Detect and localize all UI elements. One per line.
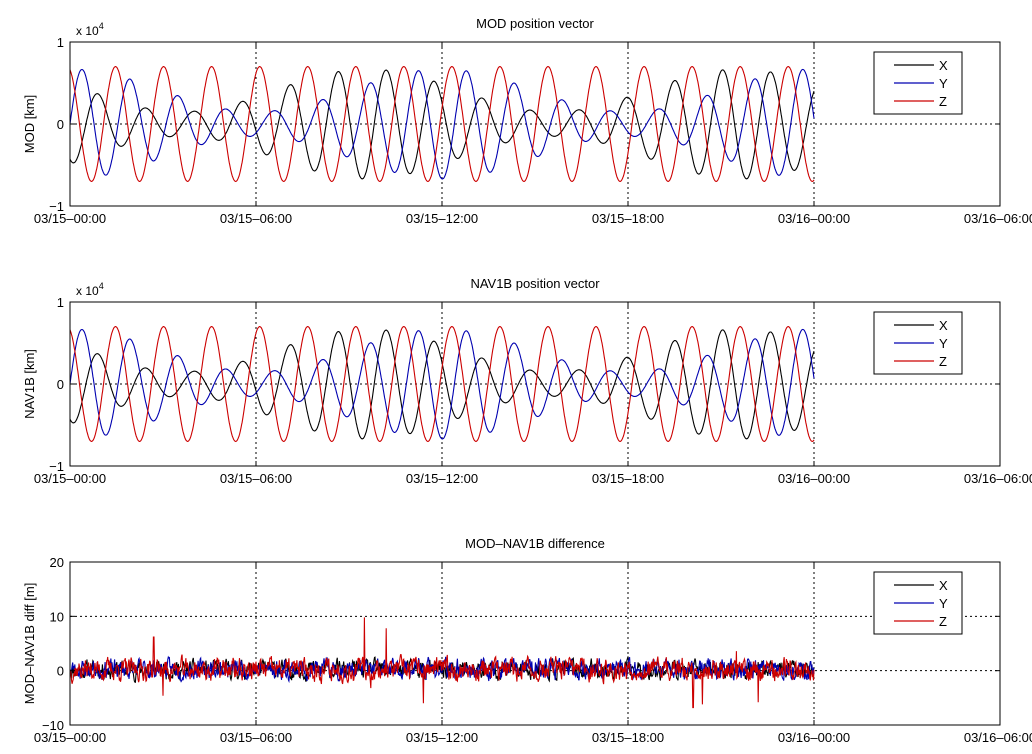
x-tick-label: 03/15–00:00 (34, 730, 106, 745)
legend: XYZ (873, 311, 963, 375)
x-tick-label: 03/16–06:00 (964, 471, 1032, 486)
x-tick-label: 03/15–18:00 (592, 730, 664, 745)
y-exponent-power: 4 (99, 21, 104, 31)
x-tick-label: 03/15–18:00 (592, 211, 664, 226)
plot-frame (69, 561, 1001, 726)
y-axis-label: NAV1B [km] (22, 349, 37, 419)
x-tick-label: 03/16–00:00 (778, 211, 850, 226)
y-tick-label: 0 (57, 117, 64, 132)
legend-label-y: Y (939, 336, 948, 351)
y-tick-label: −10 (42, 718, 64, 733)
y-exponent-label: x 104 (76, 21, 104, 38)
legend-label-y: Y (939, 596, 948, 611)
chart-title: NAV1B position vector (470, 276, 600, 291)
y-tick-label: 20 (50, 555, 64, 570)
y-tick-label: 1 (57, 35, 64, 50)
y-exponent-base: x 10 (76, 24, 99, 38)
y-tick-label: −1 (49, 199, 64, 214)
series-line-z (69, 66, 815, 182)
chart-3: MOD–NAV1B difference MOD–NAV1B diff [m] 03… (22, 536, 1032, 745)
y-tick-label: −1 (49, 459, 64, 474)
y-exponent-power: 4 (99, 281, 104, 291)
chart-title: MOD position vector (476, 16, 594, 31)
x-tick-label: 03/15–06:00 (220, 471, 292, 486)
legend-label-z: Z (939, 354, 947, 369)
legend: XYZ (873, 571, 963, 635)
y-axis-label: MOD [km] (22, 95, 37, 154)
y-axis-label: MOD–NAV1B diff [m] (22, 583, 37, 705)
x-tick-label: 03/16–06:00 (964, 211, 1032, 226)
y-exponent-label: x 104 (76, 281, 104, 298)
series-line-x (69, 329, 815, 440)
series-line-z (69, 617, 815, 709)
x-tick-label: 03/15–00:00 (34, 211, 106, 226)
legend-label-y: Y (939, 76, 948, 91)
x-tick-label: 03/15–12:00 (406, 211, 478, 226)
y-tick-label: 0 (57, 664, 64, 679)
legend: XYZ (873, 51, 963, 115)
x-tick-label: 03/15–18:00 (592, 471, 664, 486)
y-tick-label: 10 (50, 609, 64, 624)
chart-2: NAV1B position vector x 104 NAV1B [km] 03/1… (22, 276, 1032, 486)
x-tick-label: 03/15–00:00 (34, 471, 106, 486)
x-tick-label: 03/15–12:00 (406, 730, 478, 745)
legend-label-z: Z (939, 614, 947, 629)
x-tick-label: 03/16–00:00 (778, 471, 850, 486)
x-tick-label: 03/15–06:00 (220, 730, 292, 745)
series-line-y (69, 68, 815, 180)
series-line-y (69, 328, 815, 440)
x-tick-label: 03/15–06:00 (220, 211, 292, 226)
x-tick-label: 03/15–12:00 (406, 471, 478, 486)
x-tick-label: 03/16–06:00 (964, 730, 1032, 745)
series-line-x (69, 69, 815, 180)
y-tick-label: 0 (57, 377, 64, 392)
y-tick-label: 1 (57, 295, 64, 310)
legend-label-x: X (939, 318, 948, 333)
chart-1: MOD position vector x 104 MOD [km] 03/15–00… (22, 16, 1032, 226)
series-line-z (69, 326, 815, 442)
legend-label-x: X (939, 578, 948, 593)
y-exponent-base: x 10 (76, 284, 99, 298)
legend-label-x: X (939, 58, 948, 73)
chart-title: MOD–NAV1B difference (465, 536, 605, 551)
x-tick-label: 03/16–00:00 (778, 730, 850, 745)
legend-label-z: Z (939, 94, 947, 109)
